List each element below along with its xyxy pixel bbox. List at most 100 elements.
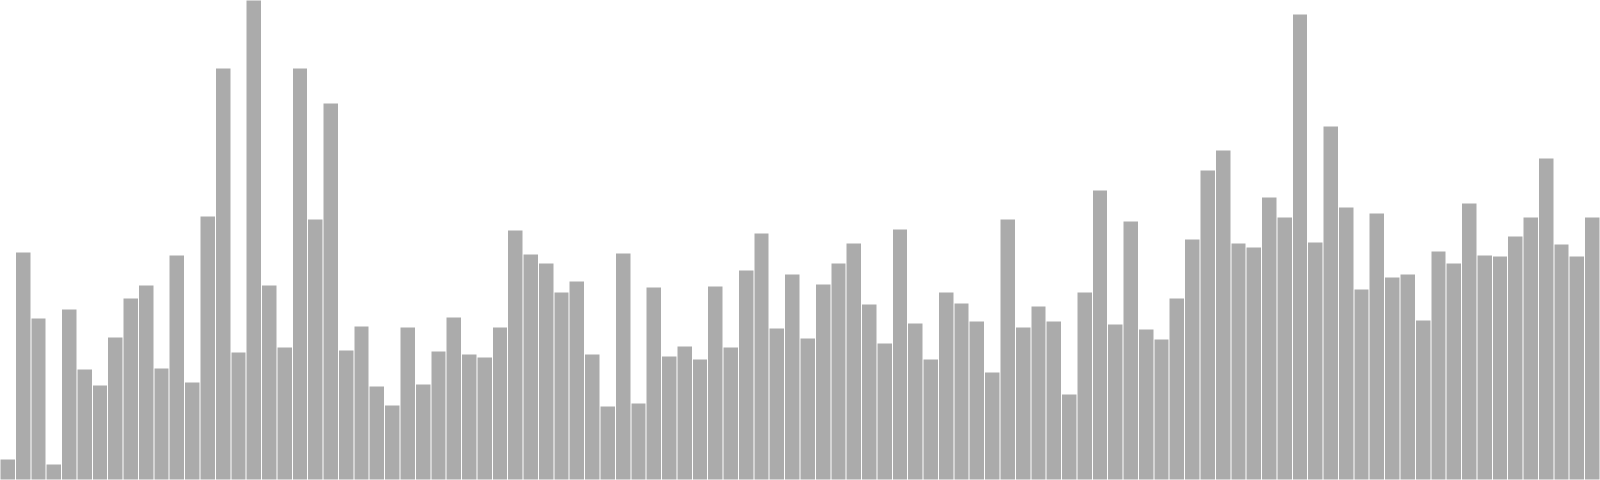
bar xyxy=(230,351,247,480)
bar xyxy=(307,218,324,480)
bar xyxy=(768,327,786,480)
bar xyxy=(707,285,724,480)
bar xyxy=(1076,291,1093,480)
bar xyxy=(861,303,878,480)
bar xyxy=(614,252,632,480)
bar xyxy=(599,405,616,480)
bar xyxy=(1568,255,1586,480)
bar xyxy=(553,291,570,480)
bar xyxy=(137,284,155,480)
bar xyxy=(1307,241,1324,480)
bar xyxy=(1430,250,1447,480)
bar xyxy=(922,358,939,480)
bar xyxy=(876,342,893,480)
bar xyxy=(584,353,601,480)
bar xyxy=(1322,125,1339,480)
bar xyxy=(261,284,278,480)
bar xyxy=(414,383,432,480)
bar xyxy=(937,291,955,480)
bar xyxy=(907,322,924,480)
bar xyxy=(122,297,139,480)
bar xyxy=(784,273,801,480)
bar xyxy=(153,367,170,480)
bar xyxy=(830,262,847,480)
bar xyxy=(968,320,986,480)
bar xyxy=(1061,393,1078,480)
bar xyxy=(1153,338,1170,480)
bar xyxy=(461,353,478,480)
bar xyxy=(1030,305,1047,480)
bar xyxy=(691,358,709,480)
bar xyxy=(1414,319,1432,480)
bar xyxy=(814,283,832,480)
bar xyxy=(722,346,739,480)
bar xyxy=(1522,216,1539,480)
bar xyxy=(0,458,16,480)
bar xyxy=(1184,238,1201,480)
bar xyxy=(1168,297,1186,480)
bar xyxy=(91,384,109,480)
bar xyxy=(214,67,232,480)
bar xyxy=(1507,235,1524,480)
bar xyxy=(568,280,586,480)
bar xyxy=(1553,243,1570,480)
bar xyxy=(168,254,186,480)
bar xyxy=(1045,320,1063,480)
bar xyxy=(476,356,493,480)
bar xyxy=(630,402,647,480)
bar xyxy=(445,316,463,480)
bar xyxy=(353,325,370,480)
bar xyxy=(999,218,1016,480)
bar xyxy=(1014,326,1032,480)
bar xyxy=(1245,246,1263,480)
bar xyxy=(799,337,816,480)
bar xyxy=(1122,220,1139,480)
bar xyxy=(1461,202,1478,480)
bar xyxy=(1384,276,1401,480)
bar xyxy=(384,404,401,480)
bar xyxy=(107,336,124,480)
bar xyxy=(76,368,93,480)
bar xyxy=(14,251,32,480)
bar xyxy=(537,262,555,480)
bar xyxy=(1476,254,1493,480)
bar xyxy=(661,355,678,480)
bar xyxy=(753,232,770,480)
bar xyxy=(507,229,524,480)
bar xyxy=(1337,206,1355,480)
bar xyxy=(1276,216,1293,480)
bar xyxy=(399,326,416,480)
bar xyxy=(1445,262,1463,480)
bar xyxy=(1137,328,1155,480)
bar xyxy=(1230,242,1247,480)
bar xyxy=(737,269,755,480)
bar xyxy=(291,67,309,480)
bar xyxy=(337,349,355,480)
bar xyxy=(522,253,539,480)
bar xyxy=(1261,196,1278,480)
bar xyxy=(1353,288,1370,480)
bar xyxy=(491,326,509,480)
bar xyxy=(891,228,909,480)
bar xyxy=(45,463,63,480)
bar xyxy=(1399,273,1416,480)
bar xyxy=(368,385,386,480)
bar xyxy=(276,346,293,480)
bar xyxy=(1584,216,1600,480)
bar xyxy=(1199,169,1216,480)
bar xyxy=(1537,157,1555,480)
bar xyxy=(1091,189,1109,480)
bar xyxy=(1291,13,1309,480)
bar xyxy=(322,102,339,480)
bar xyxy=(199,215,216,480)
bar xyxy=(645,286,663,480)
bar xyxy=(61,308,78,480)
bar xyxy=(676,345,693,480)
bar xyxy=(845,242,863,480)
bar xyxy=(1368,212,1386,480)
bar xyxy=(1491,255,1509,480)
bar xyxy=(1214,149,1232,480)
bar xyxy=(184,381,201,480)
bar xyxy=(245,0,263,480)
